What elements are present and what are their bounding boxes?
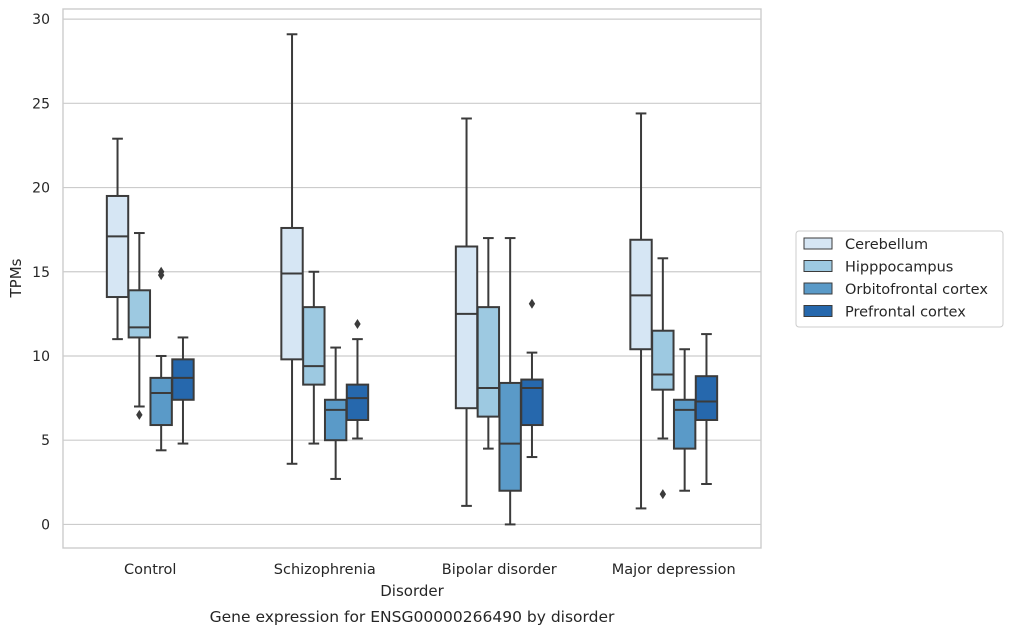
box-group [476,237,501,450]
outlier-point [136,409,143,420]
legend-swatch [803,305,833,317]
y-tick-label: 10 [32,349,50,365]
outlier-point [157,266,165,277]
legend-label: Orbitofrontal cortex [845,282,988,298]
box-group [672,348,697,492]
box [149,376,173,427]
box-group [651,257,675,500]
legend-swatch [803,260,833,272]
x-tick-label: Bipolar disorder [442,562,557,578]
box-group [127,232,152,420]
box [520,378,544,427]
box-group [280,33,304,465]
chart-caption: Gene expression for ENSG00000266490 by d… [210,608,615,626]
boxes [105,33,719,526]
y-tick-label: 30 [32,12,50,28]
x-tick-labels: Control Schizophrenia Bipolar disorder Majo… [124,562,736,578]
box-group [323,346,348,480]
y-tick-label: 25 [32,96,50,112]
box [105,194,130,299]
y-tick-label: 15 [32,265,50,281]
box [498,381,522,492]
legend-frame [795,230,1004,328]
box-group [105,137,130,341]
box-group [171,336,195,445]
box [694,375,719,421]
legend-label: Cerebellum [845,237,928,253]
outlier-point [528,298,536,309]
y-tick-label: 20 [32,181,50,197]
y-tick-labels: 0 5 10 15 20 25 30 [32,12,50,533]
legend: Cerebellum Hipppocampus Orbitofrontal cort… [795,230,1004,328]
box [672,398,697,450]
box [454,245,479,410]
box-group [345,318,370,440]
legend-swatch [803,237,833,250]
box-group [149,266,173,452]
box [171,358,195,401]
legend-label: Prefrontal cortex [845,305,966,321]
legend-swatch [803,282,833,295]
box [476,306,501,418]
x-tick-label: Major depression [612,562,736,578]
box-group [498,237,522,526]
y-axis-label: TPMs [7,258,25,298]
x-tick-label: Control [124,562,176,578]
box-group [694,333,719,485]
box [280,226,304,361]
box-group [629,112,653,510]
box [127,289,152,339]
plot-frame [62,8,762,549]
box-group [520,298,544,459]
box-group [454,117,479,507]
x-tick-label: Schizophrenia [274,562,376,578]
box [323,398,348,442]
outlier-point [659,489,667,500]
box-group [302,270,326,445]
box [345,383,370,421]
y-tick-label: 0 [41,517,50,533]
outlier-point [354,318,361,329]
box [651,329,675,391]
box [302,306,326,386]
x-axis-label: Disorder [380,582,444,600]
y-tick-label: 5 [41,433,50,449]
grid-lines [63,18,761,526]
legend-label: Hipppocampus [845,260,953,276]
